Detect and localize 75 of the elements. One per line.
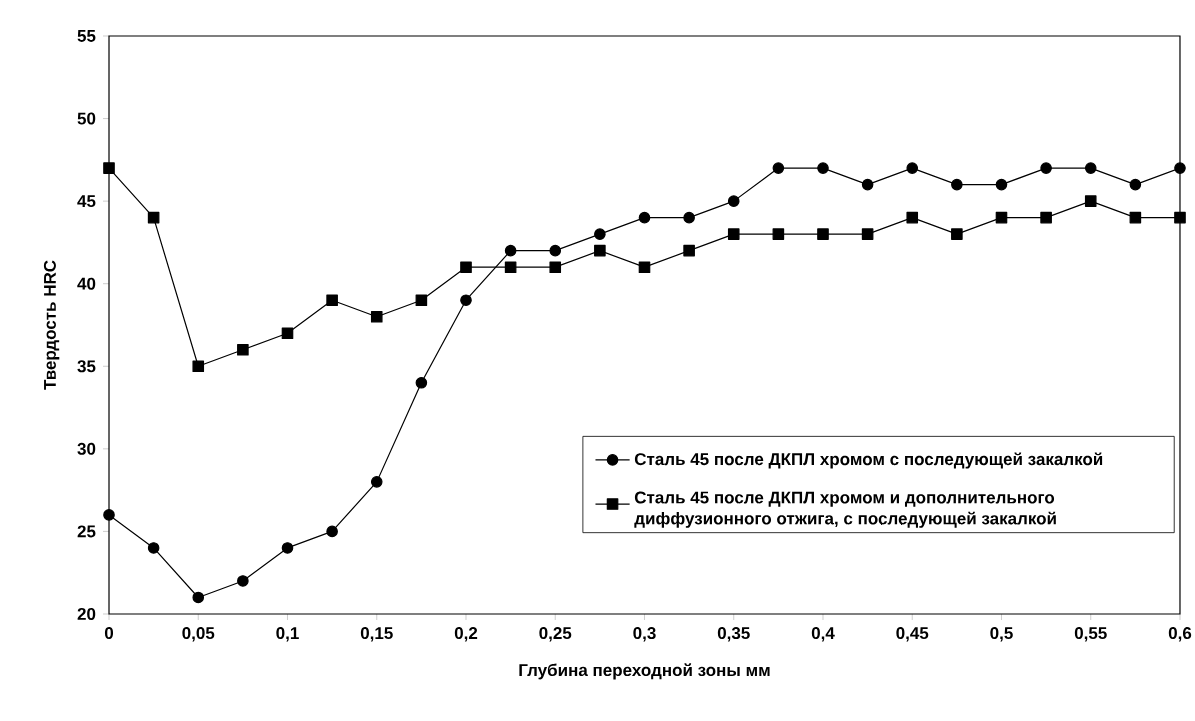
point — [460, 294, 472, 307]
y-tick-label: 55 — [77, 30, 96, 42]
point — [1084, 195, 1097, 207]
point — [1174, 211, 1186, 224]
point — [638, 211, 651, 224]
point — [281, 327, 294, 340]
point — [995, 178, 1008, 191]
point — [817, 228, 829, 240]
x-axis-title: Глубина переходной зоны мм — [519, 663, 770, 680]
point — [817, 162, 829, 174]
point — [861, 228, 874, 240]
point — [326, 294, 338, 307]
point — [504, 261, 517, 273]
point — [504, 244, 517, 257]
point — [281, 542, 294, 554]
y-tick-label: 25 — [77, 525, 96, 538]
point — [103, 509, 115, 521]
point — [906, 211, 919, 224]
point — [683, 211, 695, 224]
y-tick-label: 30 — [77, 442, 96, 455]
y-tick-label: 20 — [77, 607, 96, 620]
x-tick-label: 0 — [104, 627, 114, 640]
x-tick-label: 0,5 — [990, 627, 1013, 642]
x-tick-label: 0,45 — [896, 627, 929, 642]
x-tick-label: 0,1 — [276, 627, 299, 642]
point — [951, 228, 963, 240]
x-tick-label: 0,3 — [633, 627, 656, 642]
point — [772, 162, 785, 174]
point — [147, 211, 160, 224]
point — [549, 261, 562, 273]
legend-label: Сталь 45 после ДКПЛ хромом и дополнительного диффузионного отжига, с последующей закалкой — [634, 491, 1056, 528]
point — [638, 261, 651, 273]
point — [1040, 162, 1052, 174]
y-tick-label: 45 — [77, 195, 96, 208]
point — [683, 244, 695, 257]
point — [1084, 162, 1097, 174]
point — [1129, 211, 1142, 224]
point — [326, 525, 338, 538]
point — [415, 294, 428, 307]
x-tick-label: 0,2 — [454, 627, 478, 642]
point — [237, 343, 249, 356]
point — [192, 360, 205, 373]
point — [370, 310, 383, 323]
point — [594, 228, 606, 240]
y-tick-label: 40 — [77, 277, 96, 290]
y-tick-label: 50 — [77, 112, 96, 125]
point — [594, 244, 606, 257]
point — [147, 542, 160, 554]
point — [772, 228, 785, 240]
point — [727, 195, 740, 207]
legend-label: Сталь 45 после ДКПЛ хромом с последующей закалкой — [634, 452, 1103, 469]
point — [192, 591, 205, 604]
x-tick-label: 0,6 — [1168, 627, 1192, 642]
point — [103, 162, 115, 174]
x-tick-label: 0,15 — [360, 627, 393, 642]
point — [415, 376, 428, 389]
x-tick-label: 0,05 — [182, 627, 215, 642]
point — [1174, 162, 1186, 174]
x-tick-label: 0,4 — [811, 627, 835, 642]
point — [549, 244, 562, 257]
point — [727, 228, 740, 240]
point — [460, 261, 472, 273]
point — [370, 476, 383, 488]
point — [1129, 178, 1142, 191]
x-tick-label: 0,25 — [539, 627, 572, 642]
x-tick-label: 0,35 — [717, 627, 750, 642]
point — [861, 178, 874, 191]
point — [237, 575, 249, 587]
y-tick-label: 35 — [77, 360, 96, 373]
y-axis-title: Твердость HRC — [43, 260, 60, 390]
x-tick-label: 0,55 — [1074, 627, 1107, 642]
point — [951, 178, 963, 191]
point — [1040, 211, 1052, 224]
point — [906, 162, 919, 174]
point — [995, 211, 1008, 224]
